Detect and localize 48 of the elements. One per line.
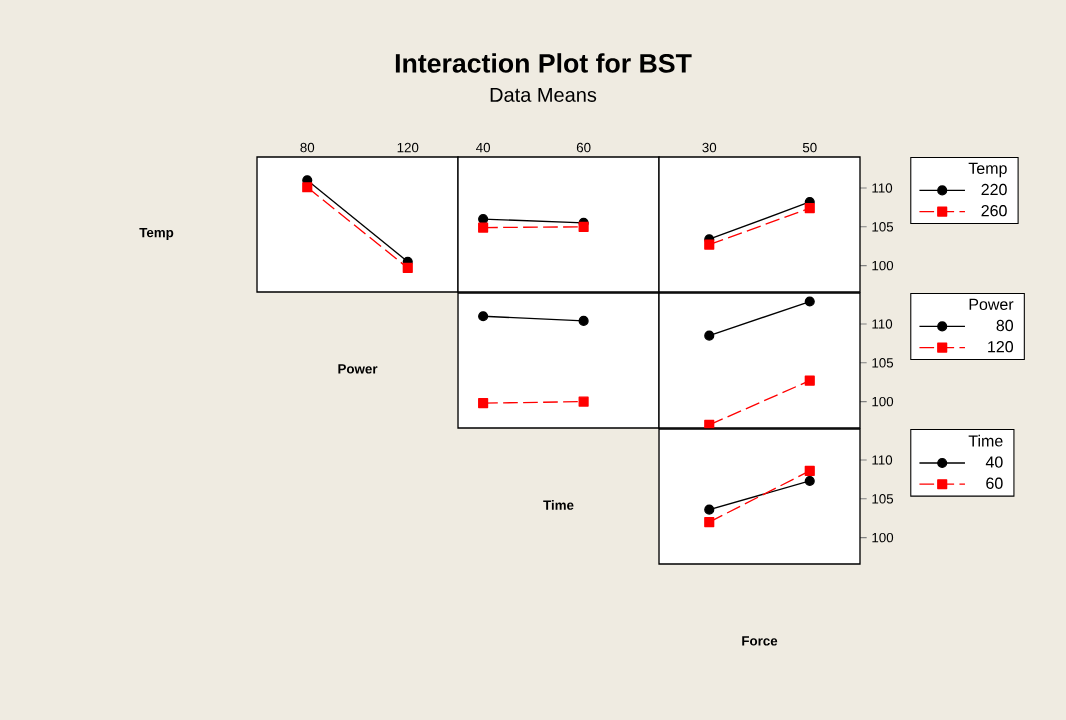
text: Interaction Plot for BST [395,53,692,73]
x-tick-label: 50 [802,142,817,153]
legend-label: 120 [988,341,1014,353]
x-tick-label: 120 [397,142,419,153]
y-tick-label: 105 [872,222,894,232]
y-tick-label: 100 [872,396,894,407]
x-axis-title: Power [338,364,378,374]
y-axis-title: Temp [139,227,174,240]
point [804,375,815,386]
y-tick-label: 105 [872,494,894,504]
y-tick-label: 110 [872,455,893,465]
x-tick-label: 80 [300,142,315,153]
point [804,203,815,214]
legend-title: Time [968,434,1003,447]
point [578,315,589,326]
legend-label: 40 [985,456,1003,468]
x-tick-label: 30 [702,142,717,153]
point [478,398,489,409]
y-tick-label: 110 [872,183,893,193]
point [704,504,715,515]
point [804,465,815,476]
text: Data Means [490,88,597,102]
y-tick-label: 100 [872,260,894,271]
point [578,396,589,407]
legend-label: 80 [996,319,1014,332]
point [804,475,815,487]
point [578,221,589,232]
y-tick-label: 100 [872,532,894,543]
x-tick-label: 60 [576,142,591,153]
legend-label: 220 [981,183,1007,196]
point [402,262,413,274]
point [302,182,313,193]
point [704,239,715,250]
y-tick-label: 105 [872,358,894,368]
point [478,213,489,225]
legend-title: Temp [968,162,1007,178]
y-tick-label: 110 [872,319,893,329]
point [704,517,715,528]
point [478,311,489,322]
x-axis-title: Time [543,500,574,510]
point [704,330,715,341]
legend-label: 260 [981,205,1007,217]
legend-title: Power [969,298,1014,310]
x-tick-label: 40 [476,142,491,153]
legend-label: 60 [986,477,1003,489]
x-axis-title: Force [742,636,778,646]
point [478,222,489,233]
point [804,296,815,307]
